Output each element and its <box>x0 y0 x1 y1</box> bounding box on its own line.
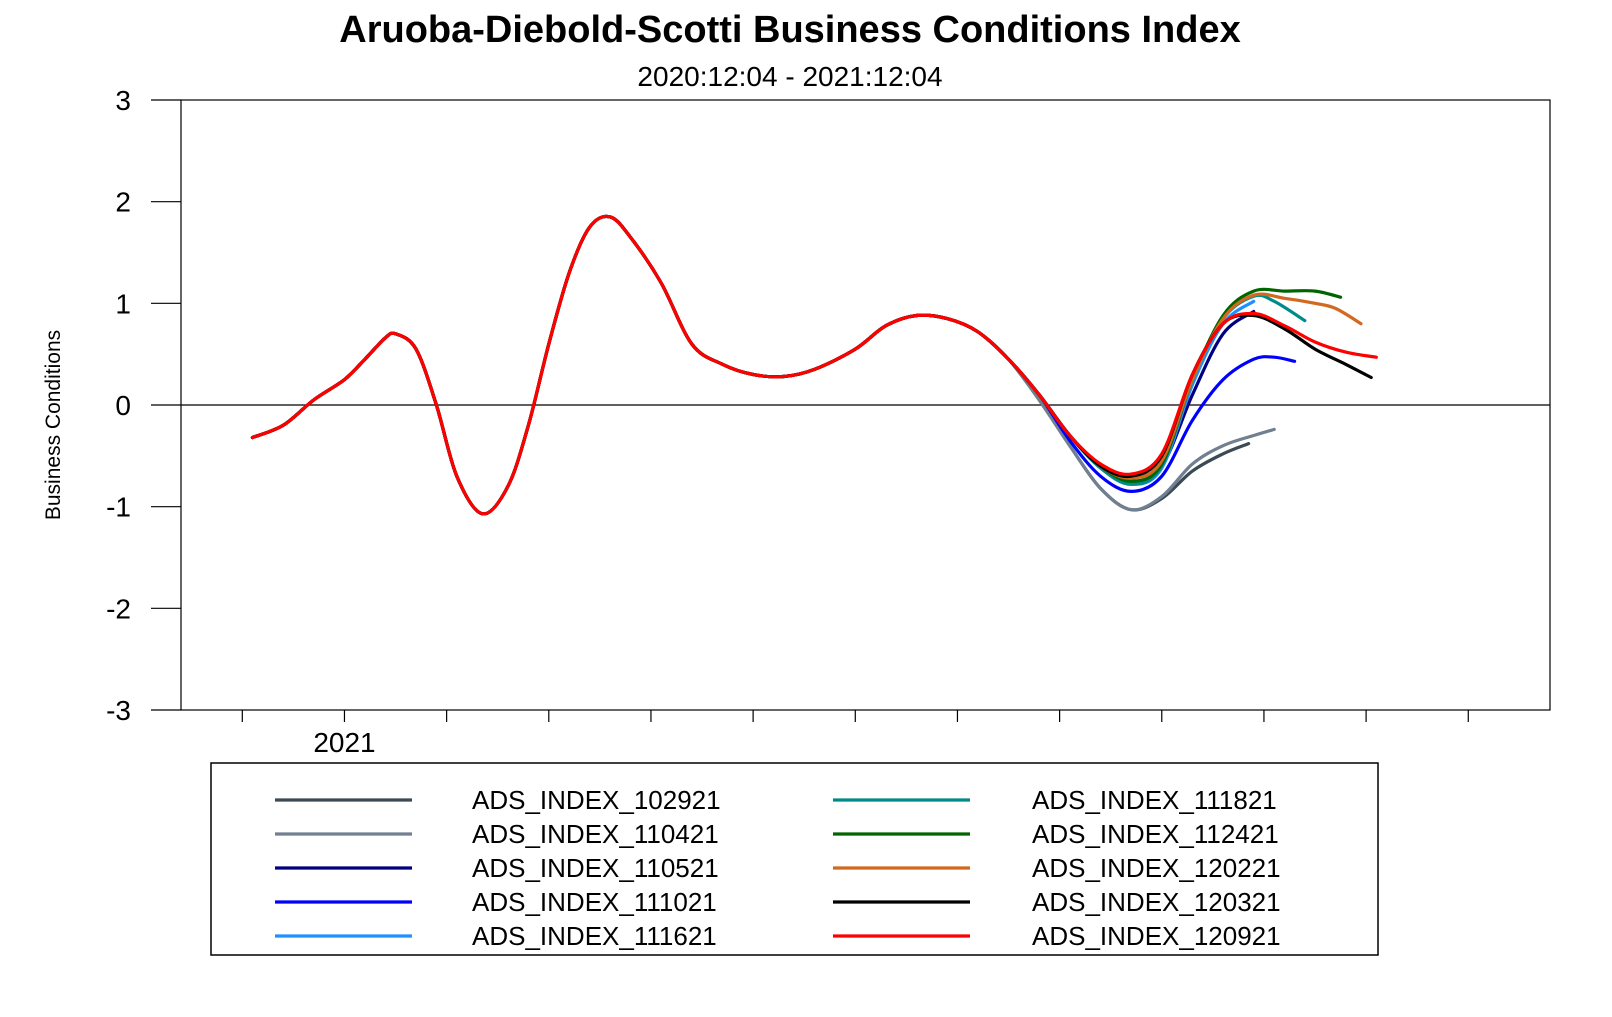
legend-entry-label: ADS_INDEX_111821 <box>1032 785 1277 815</box>
x-axis-ticks <box>241 710 1469 722</box>
legend-entry-label: ADS_INDEX_110521 <box>472 853 719 883</box>
legend-entry-label: ADS_INDEX_112421 <box>1032 819 1279 849</box>
legend-box <box>210 762 1379 956</box>
y-tick-label: 3 <box>115 85 131 116</box>
y-axis-ticks: 3 2 1 0 -1 -2 -3 <box>106 85 181 726</box>
series-line-ads-index-112421 <box>250 214 1343 516</box>
legend-entry-label: ADS_INDEX_111621 <box>472 921 717 951</box>
legend: ADS_INDEX_102921 ADS_INDEX_110421 ADS_INDE… <box>275 785 1281 951</box>
series-line-ads-index-120321 <box>250 214 1373 516</box>
y-tick-label: -3 <box>106 695 131 726</box>
series-line-ads-index-120921 <box>250 214 1378 516</box>
chart-title: Aruoba-Diebold-Scotti Business Condition… <box>339 9 1240 51</box>
y-axis-label: Business Conditions <box>42 330 65 520</box>
y-tick-label: -2 <box>106 593 131 624</box>
legend-entry-label: ADS_INDEX_102921 <box>472 785 721 815</box>
y-tick-label: -1 <box>106 492 131 523</box>
legend-entry-label: ADS_INDEX_120921 <box>1032 921 1281 951</box>
legend-entry-label: ADS_INDEX_111021 <box>472 887 717 917</box>
x-tick-label-2021: 2021 <box>313 727 375 758</box>
y-tick-label: 2 <box>115 187 131 218</box>
y-tick-label: 1 <box>115 288 131 319</box>
legend-entry-label: ADS_INDEX_120321 <box>1032 887 1281 917</box>
legend-entry-label: ADS_INDEX_120221 <box>1032 853 1281 883</box>
chart-subtitle: 2020:12:04 - 2021:12:04 <box>637 61 942 92</box>
series-layer <box>250 214 1378 516</box>
series-line-ads-index-111021 <box>250 214 1297 516</box>
series-line-ads-index-110421 <box>250 214 1276 516</box>
legend-entry-label: ADS_INDEX_110421 <box>472 819 719 849</box>
y-tick-label: 0 <box>115 390 131 421</box>
series-line-ads-index-102921 <box>250 214 1251 516</box>
